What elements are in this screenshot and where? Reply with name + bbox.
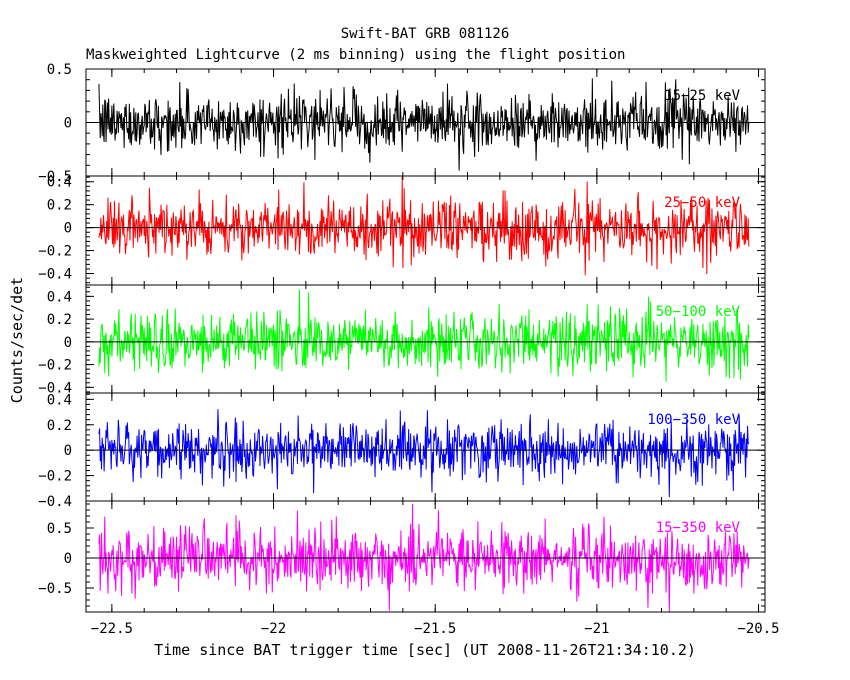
- y-tick-label: 0: [64, 335, 72, 351]
- x-tick-label: −22: [261, 621, 286, 637]
- band-label: 50−100 keV: [656, 304, 741, 320]
- y-tick-label: −0.2: [38, 244, 72, 260]
- panels-group: −0.5 0 0.5 15−25 keV −0.4 −0.2 0 0.2 0.4 25−50 ke…: [38, 62, 766, 613]
- y-tick-label: −0.2: [38, 469, 72, 485]
- y-tick-label: 0.4: [47, 289, 72, 305]
- chart-title: Swift-BAT GRB 081126: [341, 26, 510, 42]
- x-tick-label: −21.5: [414, 621, 456, 637]
- y-tick-label: 0.4: [47, 175, 72, 191]
- y-axis-label: Counts/sec/det: [8, 277, 26, 403]
- band-label: 25−50 keV: [664, 195, 740, 211]
- panel-100-350-kev: −0.4 −0.2 0 0.2 0.4 100−350 keV: [38, 392, 766, 510]
- x-axis: −22.5 −22 −21.5 −21 −20.5: [91, 621, 780, 637]
- y-tick-label: 0: [64, 443, 72, 459]
- series-line-25-50-kev: [98, 176, 750, 276]
- series-line-50-100-kev: [98, 289, 750, 382]
- band-label: 15−25 keV: [664, 88, 740, 104]
- y-tick-label: −0.2: [38, 358, 72, 374]
- series-line-15-25-kev: [98, 78, 750, 171]
- x-tick-label: −20.5: [737, 621, 779, 637]
- y-tick-label: 0.2: [47, 198, 72, 214]
- y-tick-label: 0: [64, 221, 72, 237]
- y-tick-label: −0.5: [38, 169, 72, 185]
- y-tick-label: 0: [64, 551, 72, 567]
- y-tick-label: 0.5: [47, 521, 72, 537]
- panel-15-25-kev: −0.5 0 0.5 15−25 keV: [38, 62, 766, 185]
- y-tick-label: −0.4: [38, 380, 72, 396]
- chart-subtitle: Maskweighted Lightcurve (2 ms binning) u…: [86, 47, 625, 63]
- x-axis-label: Time since BAT trigger time [sec] (UT 20…: [154, 641, 696, 659]
- y-tick-label: 0.5: [47, 62, 72, 78]
- band-label: 100−350 keV: [647, 412, 740, 428]
- y-tick-label: −0.4: [38, 267, 72, 283]
- panel-frame: [85, 500, 766, 613]
- band-label: 15−350 keV: [656, 520, 741, 536]
- y-tick-label: 0.2: [47, 418, 72, 434]
- panel-15-350-kev: −0.5 0 0.5 15−350 keV: [38, 500, 766, 613]
- panel-50-100-kev: −0.4 −0.2 0 0.2 0.4 50−100 keV: [38, 284, 766, 396]
- y-tick-label: 0.4: [47, 392, 72, 408]
- series-line-15-350-kev: [98, 503, 750, 612]
- x-tick-label: −22.5: [91, 621, 133, 637]
- y-tick-label: −0.5: [38, 581, 72, 597]
- y-tick-label: −0.4: [38, 494, 72, 510]
- y-tick-label: 0.2: [47, 312, 72, 328]
- x-tick-label: −21: [584, 621, 609, 637]
- panel-25-50-kev: −0.4 −0.2 0 0.2 0.4 25−50 keV: [38, 175, 766, 286]
- y-tick-label: 0: [64, 116, 72, 132]
